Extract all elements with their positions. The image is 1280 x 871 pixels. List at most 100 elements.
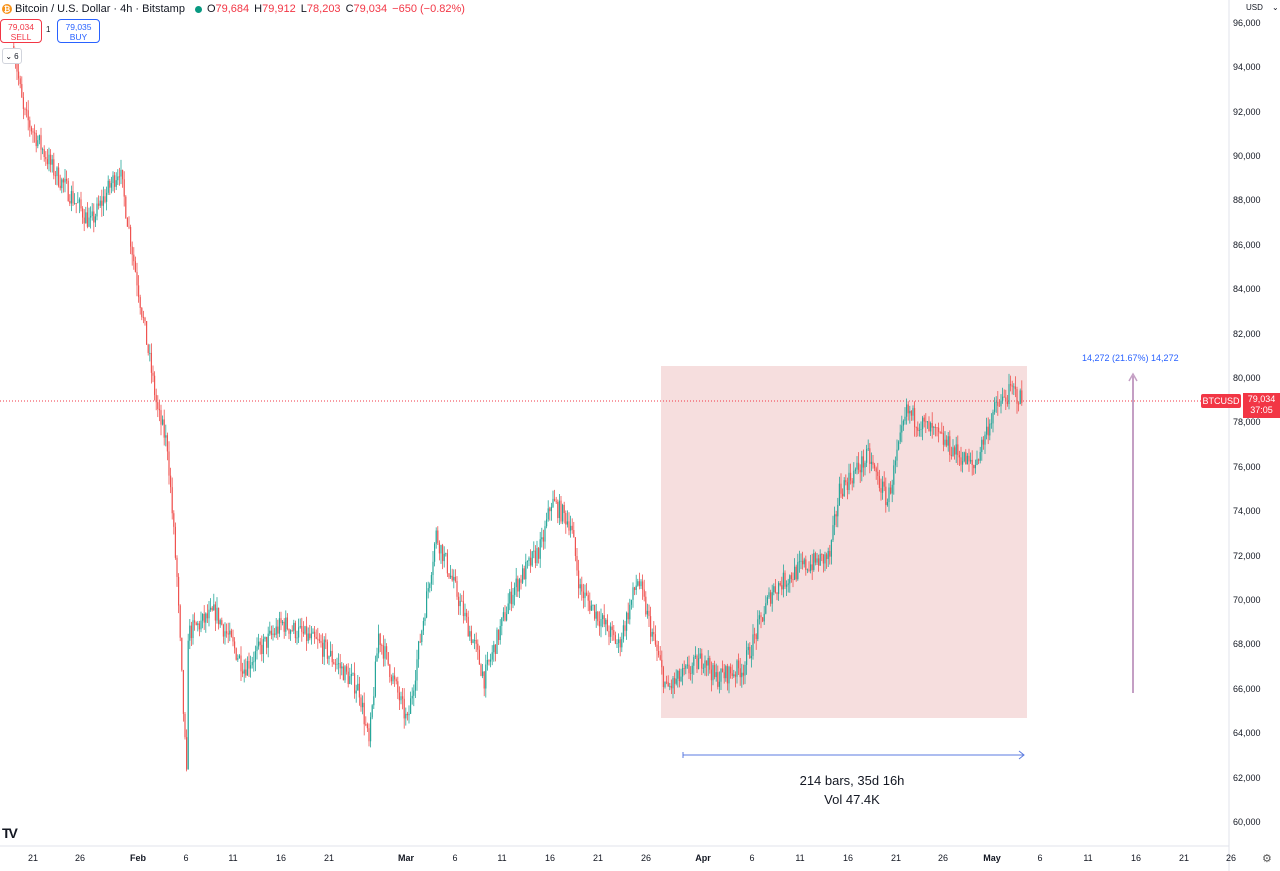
sell-button[interactable]: 79,034 SELL — [0, 19, 42, 43]
range-fill — [661, 366, 1027, 718]
candle — [994, 402, 996, 412]
candle — [427, 588, 429, 592]
candle — [216, 607, 218, 621]
candle — [850, 472, 852, 481]
currency-select[interactable]: USD — [1246, 3, 1263, 12]
candle — [688, 664, 690, 674]
candle — [446, 553, 448, 574]
candle — [115, 180, 117, 187]
candle — [331, 650, 333, 663]
candle — [771, 592, 773, 604]
candle — [731, 673, 733, 676]
candle — [149, 352, 151, 354]
candle — [875, 468, 877, 472]
candle — [101, 200, 103, 206]
candle — [78, 199, 80, 203]
candle — [947, 436, 949, 446]
price-axis-label: 68,000 — [1233, 639, 1261, 650]
date-price-range[interactable] — [661, 366, 1027, 760]
candle — [603, 615, 605, 625]
price-range-measure[interactable] — [1128, 372, 1138, 693]
ohlc-low-key: L — [300, 3, 307, 15]
candle — [38, 135, 40, 141]
tradingview-logo-icon[interactable]: TV — [2, 825, 18, 841]
candle — [426, 591, 428, 618]
candle — [565, 513, 567, 525]
candle — [878, 475, 880, 489]
candle — [818, 558, 820, 566]
candle — [566, 521, 568, 525]
candle — [901, 425, 903, 433]
candle — [312, 631, 314, 634]
candle — [926, 421, 928, 423]
currency-chevron-icon[interactable]: ⌄ — [1272, 3, 1279, 12]
candle — [480, 664, 482, 676]
candle — [83, 217, 85, 224]
candle — [386, 646, 388, 653]
candle — [592, 605, 594, 606]
candle — [293, 622, 295, 631]
candle — [747, 646, 749, 651]
candle — [691, 665, 693, 674]
candle — [674, 678, 676, 684]
candle — [859, 469, 861, 473]
time-axis-label: May — [983, 853, 1001, 863]
price-axis-label: 78,000 — [1233, 417, 1261, 428]
candle — [637, 581, 639, 586]
candle — [643, 589, 645, 597]
candle — [766, 597, 768, 604]
indicators-collapse-button[interactable]: ⌄ 6 — [2, 48, 22, 64]
candle — [454, 576, 456, 582]
time-axis-label: 6 — [183, 853, 189, 863]
candle — [422, 620, 424, 631]
candle — [368, 728, 370, 742]
candle — [405, 713, 407, 719]
candle — [325, 639, 327, 643]
candle — [227, 633, 229, 635]
ohlc-high-key: H — [254, 3, 263, 15]
candle — [536, 548, 538, 564]
candle — [114, 175, 116, 187]
candle — [701, 653, 703, 669]
price-axis-label: 80,000 — [1233, 373, 1261, 383]
candle — [53, 159, 55, 176]
candle — [512, 594, 514, 605]
candle — [195, 622, 197, 625]
candle — [562, 504, 564, 522]
candle — [128, 226, 130, 228]
symbol-price-tag: BTCUSD — [1201, 394, 1241, 408]
candle — [1010, 384, 1012, 386]
candle — [322, 642, 324, 657]
candle — [205, 613, 207, 623]
candle — [861, 456, 863, 473]
settings-gear-icon[interactable]: ⚙ — [1262, 853, 1272, 865]
candle — [786, 584, 788, 587]
candle — [91, 211, 93, 216]
candle — [291, 630, 293, 632]
candle — [118, 176, 120, 178]
candle — [430, 575, 432, 584]
candle — [654, 634, 656, 645]
candle — [282, 621, 284, 624]
symbol-title[interactable]: Bitcoin / U.S. Dollar · 4h · Bitstamp — [15, 3, 185, 15]
chevron-down-icon: ⌄ — [5, 51, 13, 61]
candle — [88, 217, 90, 227]
candle — [715, 672, 717, 678]
candle — [981, 439, 983, 453]
price-axis-label: 88,000 — [1233, 195, 1261, 206]
candle — [242, 671, 244, 674]
candle — [395, 679, 397, 682]
candle — [398, 692, 400, 701]
candle — [285, 617, 287, 632]
candle — [998, 405, 1000, 407]
time-axis-label: 26 — [1225, 853, 1237, 863]
candle — [958, 455, 960, 458]
candle — [59, 185, 61, 189]
market-open-icon — [194, 5, 202, 13]
buy-button[interactable]: 79,035 BUY — [57, 19, 100, 43]
candle — [86, 212, 88, 227]
candle — [619, 639, 621, 648]
candle — [574, 537, 576, 556]
candle — [622, 625, 624, 640]
